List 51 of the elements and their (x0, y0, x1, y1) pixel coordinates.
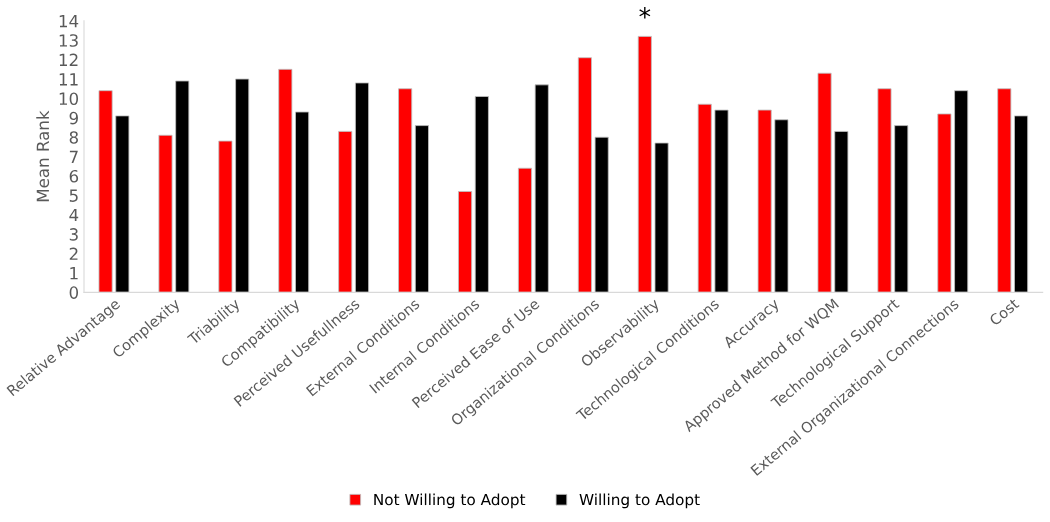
y-tick-label: 8 (69, 131, 78, 144)
bar (774, 119, 789, 293)
y-tick-label: 12 (59, 53, 78, 66)
bar (414, 125, 429, 293)
bar (637, 35, 652, 293)
bar (877, 88, 892, 293)
bar (355, 82, 370, 293)
y-tick-label: 14 (59, 15, 79, 28)
y-tick-label: 9 (69, 111, 78, 125)
bar (98, 90, 113, 293)
y-tick-label: 0 (69, 286, 79, 299)
bar (997, 88, 1012, 293)
bar (654, 142, 669, 293)
bar (115, 115, 130, 293)
bar (714, 109, 729, 293)
y-tick-label: 7 (69, 150, 78, 163)
y-tick-label: 11 (59, 73, 78, 86)
bar (398, 88, 413, 293)
legend-label: Not Willing to Adopt (374, 493, 526, 509)
bar (534, 84, 549, 293)
bar (235, 78, 250, 293)
y-tick-label: 1 (70, 267, 78, 280)
bar (894, 125, 909, 293)
bar (757, 109, 772, 293)
y-tick-label: 6 (69, 169, 79, 183)
bar (474, 96, 489, 293)
bar (937, 113, 952, 293)
bar (218, 140, 233, 293)
bar (577, 57, 592, 293)
y-tick-label: 5 (69, 189, 78, 202)
bar (295, 111, 310, 293)
y-tick-label: 2 (69, 247, 78, 260)
y-tick-label: 4 (69, 208, 79, 222)
legend-label: Willing to Adopt (579, 493, 700, 509)
bar (834, 130, 849, 293)
bar (517, 167, 532, 293)
y-tick-label: 10 (59, 92, 79, 105)
bar (458, 191, 473, 293)
y-tick-label: 3 (69, 228, 78, 241)
bar (175, 80, 190, 293)
bar (1014, 115, 1029, 293)
bar (954, 90, 969, 293)
bar (278, 68, 293, 293)
bar (817, 72, 832, 293)
bar (338, 130, 353, 293)
y-tick-label: 13 (59, 34, 78, 47)
bar (158, 134, 173, 293)
bar (697, 103, 712, 293)
bar (594, 136, 609, 293)
y-axis-title: Mean Rank (36, 110, 50, 202)
annotation: * (639, 7, 651, 19)
